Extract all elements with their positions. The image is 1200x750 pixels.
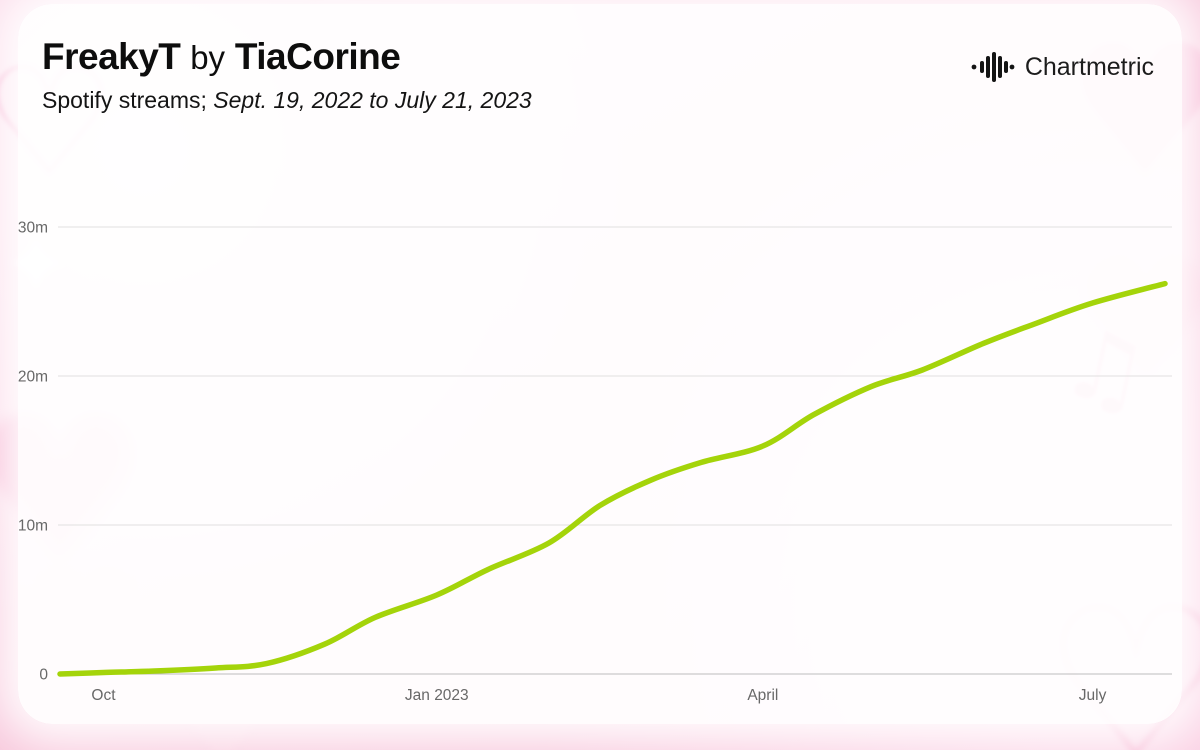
- chartmetric-brand: Chartmetric: [971, 50, 1154, 84]
- title-by: by: [190, 39, 226, 76]
- y-tick-label: 10m: [18, 518, 48, 535]
- x-tick-label: April: [747, 687, 778, 704]
- page-title: FreakyT by TiaCorine: [42, 36, 532, 78]
- x-tick-label: Jan 2023: [405, 687, 469, 704]
- subtitle-metric: Spotify streams;: [42, 87, 207, 113]
- x-tick-label: July: [1079, 687, 1107, 704]
- chartmetric-logo-icon: [971, 52, 1015, 82]
- y-tick-label: 0: [39, 667, 48, 684]
- brand-name: Chartmetric: [1024, 52, 1154, 81]
- artist-name: TiaCorine: [234, 36, 401, 77]
- streams-line: [57, 280, 1168, 677]
- y-tick-label: 20m: [18, 369, 48, 386]
- subtitle-date-range: Sept. 19, 2022 to July 21, 2023: [213, 87, 532, 113]
- content-backdrop: [18, 4, 1182, 724]
- song-title: FreakyT: [42, 36, 181, 77]
- x-tick-label: Oct: [91, 687, 116, 704]
- header: FreakyT by TiaCorine Spotify streams; Se…: [42, 36, 532, 114]
- chart-subtitle: Spotify streams; Sept. 19, 2022 to July …: [42, 87, 532, 114]
- y-tick-label: 30m: [18, 220, 48, 237]
